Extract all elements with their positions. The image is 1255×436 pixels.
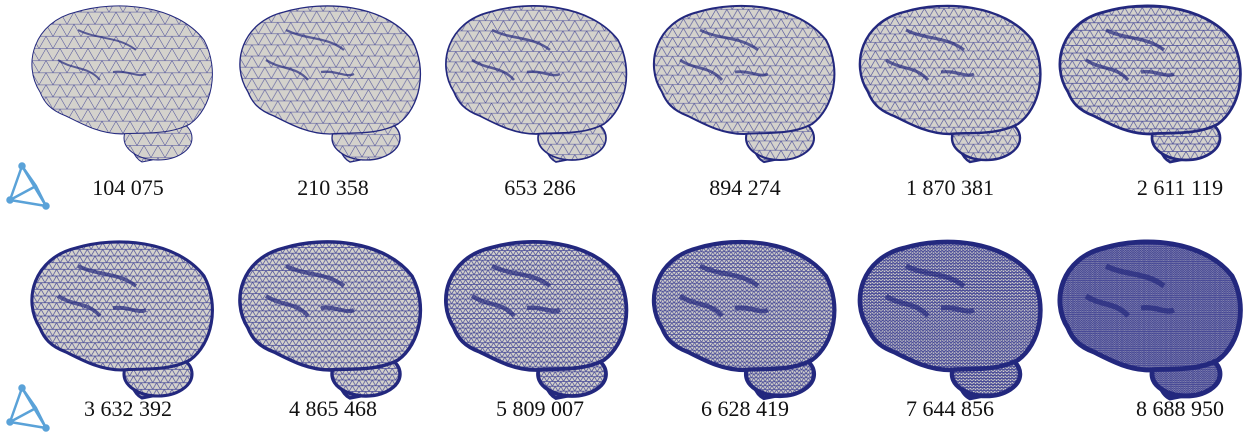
brain-mesh xyxy=(239,5,422,163)
brain-mesh xyxy=(652,4,836,164)
brain-mesh xyxy=(443,240,629,400)
brain-mesh xyxy=(1060,242,1241,398)
mesh-size-label: 6 628 419 xyxy=(701,396,789,421)
mesh-size-label: 3 632 392 xyxy=(84,396,172,421)
mesh-size-label: 894 274 xyxy=(709,175,781,200)
mesh-size-label: 5 809 007 xyxy=(496,396,584,421)
brain-mesh xyxy=(30,240,214,400)
brain-mesh xyxy=(238,240,423,400)
mesh-size-label: 210 358 xyxy=(297,175,369,200)
mesh-size-label: 4 865 468 xyxy=(289,396,377,421)
mesh-size-label: 1 870 381 xyxy=(906,175,994,200)
brain-mesh xyxy=(858,4,1042,164)
mesh-size-label: 104 075 xyxy=(92,175,164,200)
mesh-size-label: 8 688 950 xyxy=(1136,396,1224,421)
brain-mesh xyxy=(31,5,213,163)
mesh-size-label: 653 286 xyxy=(504,175,576,200)
brain-mesh xyxy=(445,5,628,163)
brain-mesh xyxy=(1058,4,1242,164)
mesh-size-label: 2 611 119 xyxy=(1137,175,1223,200)
tetrahedron-icon xyxy=(6,384,50,432)
tetrahedron-icon xyxy=(6,162,50,210)
brain-mesh xyxy=(860,242,1041,398)
mesh-size-label: 7 644 856 xyxy=(906,396,994,421)
brain-mesh xyxy=(654,242,835,398)
